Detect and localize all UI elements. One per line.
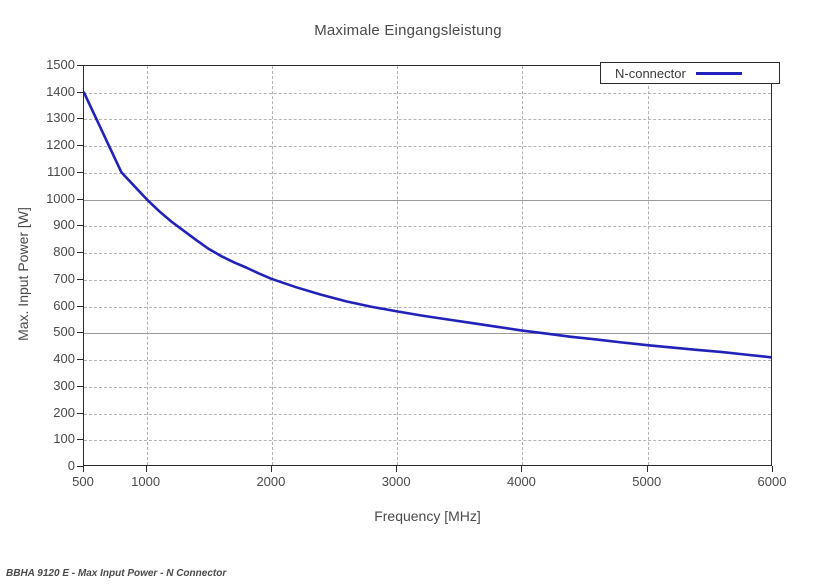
- gridline-horizontal: [84, 92, 771, 94]
- chart-figure: Maximale Eingangsleistung 0 100 200 300 400 5…: [0, 0, 787, 552]
- x-axis-tick-label: 2000: [256, 474, 286, 489]
- gridline-horizontal: [84, 440, 771, 442]
- y-axis-tick-label: 500: [53, 324, 75, 340]
- y-axis-tick-label: 700: [53, 270, 75, 286]
- y-axis-tick-mark: [77, 118, 83, 120]
- x-axis-tick-mark: [270, 466, 272, 472]
- y-axis-tick-label: 800: [53, 244, 75, 260]
- gridline-horizontal: [84, 172, 771, 174]
- x-axis-tick-label: 5000: [632, 474, 662, 489]
- gridline-horizontal: [84, 253, 771, 255]
- x-axis-tick-mark: [772, 466, 773, 472]
- gridline-horizontal: [84, 146, 771, 148]
- gridline-horizontal: [84, 279, 771, 281]
- y-axis-tick-mark: [77, 225, 83, 227]
- y-axis-tick-mark: [77, 145, 83, 147]
- x-axis-tick-label: 6000: [757, 474, 787, 489]
- series-lines: [84, 66, 771, 465]
- y-axis-tick-label: 0: [67, 458, 75, 473]
- y-axis-tick-mark: [77, 65, 83, 66]
- y-axis-tick-label: 1400: [46, 83, 75, 99]
- gridline-horizontal: [84, 226, 771, 228]
- figure-caption: BBHA 9120 E - Max Input Power - N Connec…: [6, 568, 227, 579]
- y-axis-tick-label: 100: [53, 431, 75, 447]
- gridline-vertical: [522, 66, 524, 465]
- y-axis-tick-mark: [77, 278, 83, 280]
- x-axis-tick-label: 500: [72, 474, 94, 489]
- y-axis-tick-mark: [77, 171, 83, 173]
- gridline-horizontal: [84, 413, 771, 415]
- gridline-horizontal: [84, 333, 771, 335]
- gridline-horizontal: [84, 306, 771, 308]
- y-axis-tick-label: 400: [53, 351, 75, 367]
- y-axis-tick-marks: [0, 0, 90, 552]
- x-axis-tick-mark: [145, 466, 147, 472]
- gridline-horizontal: [84, 119, 771, 121]
- y-axis-tick-mark: [77, 198, 83, 200]
- y-axis-tick-mark: [77, 439, 83, 441]
- y-axis-tick-label: 1500: [46, 57, 75, 72]
- y-axis-tick-mark: [77, 91, 83, 93]
- y-axis-tick-mark: [77, 359, 83, 361]
- y-axis-tick-label: 1300: [46, 110, 75, 126]
- x-axis-tick-label: 1000: [131, 474, 161, 489]
- x-axis-tick-mark: [83, 466, 84, 472]
- y-axis-tick-label: 1000: [46, 190, 75, 206]
- x-axis-title: Frequency [MHz]: [374, 508, 481, 524]
- gridline-vertical: [271, 66, 273, 465]
- chart-title: Maximale Eingangsleistung: [314, 22, 502, 39]
- y-axis-tick-label: 1100: [47, 163, 75, 179]
- gridline-horizontal: [84, 199, 771, 201]
- plot-area: [83, 65, 772, 466]
- y-axis-tick-mark: [77, 332, 83, 334]
- y-axis-tick-label: 600: [53, 297, 75, 313]
- y-axis-tick-mark: [77, 412, 83, 414]
- y-axis-tick-mark: [77, 252, 83, 254]
- x-axis-tick-mark: [396, 466, 398, 472]
- gridline-horizontal: [84, 360, 771, 362]
- y-axis-tick-label: 300: [53, 377, 75, 393]
- y-axis-tick-label: 1200: [46, 137, 75, 153]
- x-axis-tick-mark: [521, 466, 523, 472]
- gridline-vertical: [146, 66, 148, 465]
- y-axis-tick-mark: [77, 385, 83, 387]
- y-axis-title: Max. Input Power [W]: [15, 207, 31, 341]
- legend: N-connector: [600, 62, 780, 84]
- x-axis-tick-label: 3000: [381, 474, 411, 489]
- y-axis-tick-label: 200: [53, 404, 75, 420]
- x-axis-tick-label: 4000: [506, 474, 536, 489]
- gridline-vertical: [647, 66, 649, 465]
- y-axis-tick-labels: 0 100 200 300 400 500 600 700 800 900 1000 1100 1200…: [25, 0, 75, 552]
- x-axis-tick-mark: [646, 466, 648, 472]
- legend-label-n-connector: N-connector: [615, 65, 686, 81]
- y-axis-tick-mark: [77, 305, 83, 307]
- y-axis-tick-mark: [77, 466, 83, 467]
- series-line-n-connector: [84, 93, 771, 358]
- y-axis-tick-label: 900: [53, 217, 75, 233]
- gridline-vertical: [397, 66, 399, 465]
- gridline-horizontal: [84, 386, 771, 388]
- legend-swatch-n-connector: [695, 71, 742, 75]
